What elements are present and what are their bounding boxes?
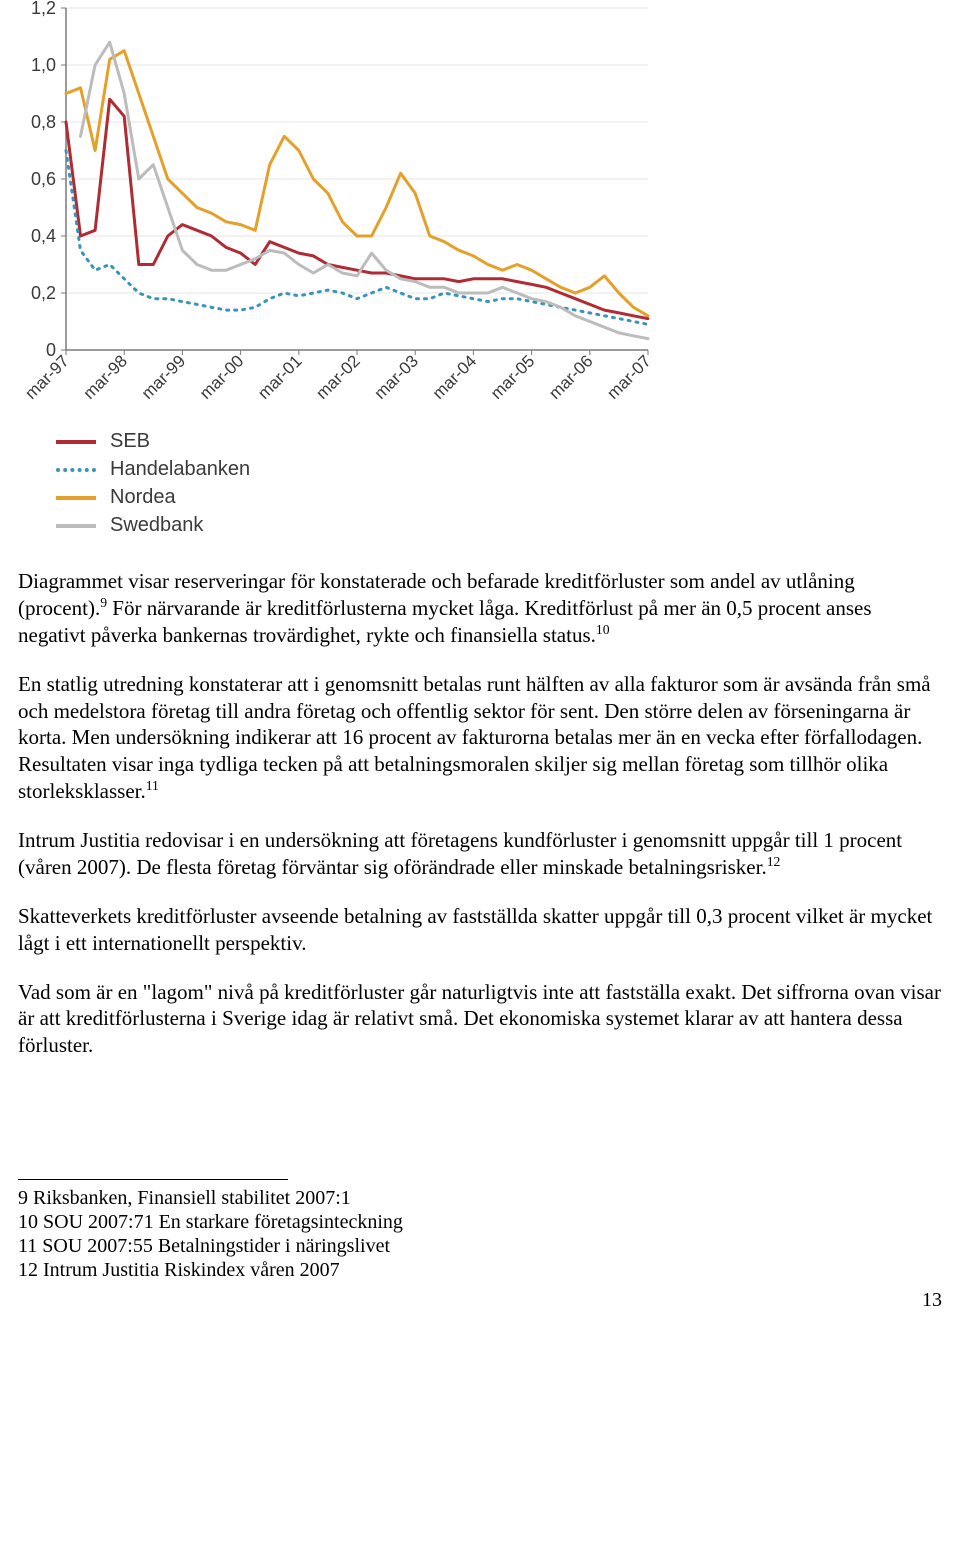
legend-item: SEB (56, 428, 942, 456)
body-text: Vad som är en "lagom" nivå på kreditförl… (18, 980, 941, 1058)
footnote: 10 SOU 2007:71 En starkare företagsintec… (18, 1210, 918, 1234)
footnotes: 9 Riksbanken, Finansiell stabilitet 2007… (18, 1186, 918, 1282)
svg-text:mar-98: mar-98 (80, 351, 132, 403)
legend-swatch (56, 496, 96, 500)
footnote-ref: 11 (146, 778, 159, 793)
legend-label: Handelabanken (110, 457, 250, 483)
legend-label: Nordea (110, 485, 176, 511)
footnote: 11 SOU 2007:55 Betalningstider i närings… (18, 1234, 918, 1258)
svg-text:mar-00: mar-00 (196, 351, 248, 403)
legend-item: Swedbank (56, 512, 942, 540)
svg-text:mar-99: mar-99 (138, 351, 190, 403)
svg-text:mar-01: mar-01 (254, 351, 306, 403)
svg-text:mar-04: mar-04 (429, 351, 481, 403)
legend-swatch (56, 440, 96, 444)
paragraph: Diagrammet visar reserveringar för konst… (18, 568, 942, 649)
legend-swatch (56, 524, 96, 528)
paragraph: Vad som är en "lagom" nivå på kreditförl… (18, 979, 942, 1060)
paragraph: Intrum Justitia redovisar i en undersökn… (18, 827, 942, 881)
svg-text:mar-02: mar-02 (312, 351, 364, 403)
svg-text:mar-06: mar-06 (545, 351, 597, 403)
footnote-ref: 10 (596, 622, 610, 637)
svg-text:mar-07: mar-07 (603, 351, 655, 403)
body-text: För närvarande är kreditförlusterna myck… (18, 596, 872, 647)
svg-text:1,2: 1,2 (31, 0, 56, 18)
svg-text:mar-05: mar-05 (487, 351, 539, 403)
footnote-separator (18, 1179, 288, 1180)
svg-text:0,4: 0,4 (31, 226, 56, 246)
legend-item: Handelabanken (56, 456, 942, 484)
page-number: 13 (18, 1288, 942, 1314)
svg-text:0,6: 0,6 (31, 169, 56, 189)
paragraph: En statlig utredning konstaterar att i g… (18, 671, 942, 805)
legend-label: SEB (110, 429, 150, 455)
legend-label: Swedbank (110, 513, 203, 539)
legend-swatch (56, 468, 96, 472)
body-text: Skatteverkets kreditförluster avseende b… (18, 904, 932, 955)
footnote-ref: 12 (767, 854, 781, 869)
svg-text:0,2: 0,2 (31, 283, 56, 303)
footnote: 12 Intrum Justitia Riskindex våren 2007 (18, 1258, 918, 1282)
chart-legend: SEB Handelabanken Nordea Swedbank (56, 428, 942, 540)
paragraph: Skatteverkets kreditförluster avseende b… (18, 903, 942, 957)
svg-text:0,8: 0,8 (31, 112, 56, 132)
legend-item: Nordea (56, 484, 942, 512)
line-chart: 00,20,40,60,81,01,2mar-97mar-98mar-99mar… (18, 0, 658, 420)
svg-text:mar-03: mar-03 (371, 351, 423, 403)
footnote: 9 Riksbanken, Finansiell stabilitet 2007… (18, 1186, 918, 1210)
svg-text:1,0: 1,0 (31, 55, 56, 75)
